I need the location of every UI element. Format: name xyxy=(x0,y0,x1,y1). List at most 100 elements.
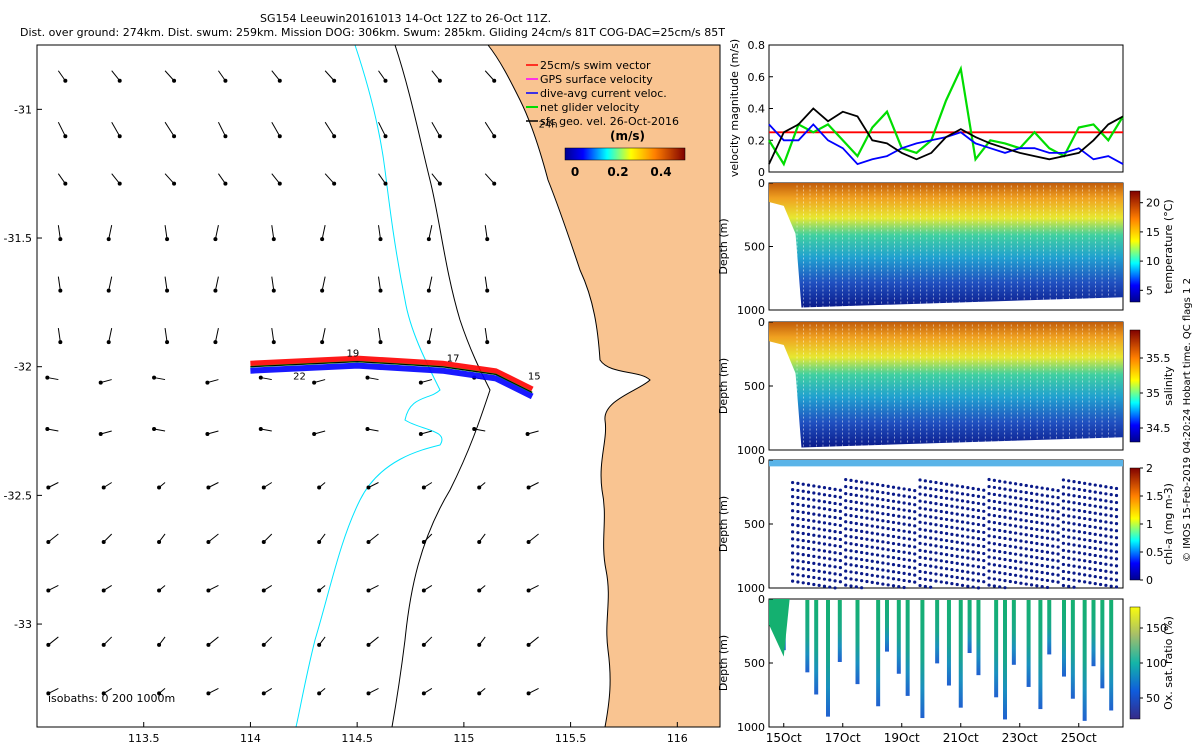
geo-vector-head xyxy=(492,181,497,186)
chl-point xyxy=(966,486,970,490)
chl-point xyxy=(833,530,837,534)
chl-point xyxy=(1008,523,1012,527)
chl-point xyxy=(886,541,890,545)
map-axes: 113.5 114 114.5 115 115.5 116 -31 -31.5 -32 -32.5… xyxy=(4,103,688,745)
chl-point xyxy=(1072,480,1076,484)
chl-point xyxy=(838,544,842,549)
geo-vector xyxy=(57,276,61,291)
chl-point xyxy=(812,484,816,488)
oxygen-cast xyxy=(1038,600,1043,710)
chl-point xyxy=(966,521,970,525)
vel-ytick-label: 0.8 xyxy=(748,39,766,52)
chl-point xyxy=(1104,506,1108,510)
oxygen-cast xyxy=(958,600,963,708)
chl-point xyxy=(1072,543,1076,547)
chl-point xyxy=(992,528,996,532)
chl-point xyxy=(791,523,795,527)
chl-point xyxy=(1114,515,1119,519)
chl-point xyxy=(1114,486,1119,491)
chl-point xyxy=(982,516,986,520)
chl-point xyxy=(971,571,975,575)
chl-point xyxy=(1014,566,1018,570)
chl-point xyxy=(1114,550,1119,554)
geo-vector-head xyxy=(117,181,122,186)
chl-point xyxy=(860,501,864,505)
chl-point xyxy=(1098,526,1103,530)
chl-point xyxy=(897,507,901,511)
chl-point xyxy=(998,528,1002,533)
oxygen-cast xyxy=(967,600,972,654)
chl-point xyxy=(1003,586,1007,590)
chl-point xyxy=(1014,545,1018,549)
chl-point xyxy=(844,506,848,510)
map-xtick-label: 116 xyxy=(667,732,688,745)
chl-point xyxy=(1104,499,1108,503)
chl-point xyxy=(913,559,917,563)
chl-point xyxy=(950,525,954,529)
geo-vector-head xyxy=(117,134,122,139)
chl-point xyxy=(1109,528,1113,532)
geo-vector xyxy=(484,121,495,137)
chl-point xyxy=(939,538,943,542)
oxygen-cast xyxy=(1082,600,1087,721)
track-label: 17 xyxy=(447,354,460,365)
geo-vector-head xyxy=(383,78,388,83)
chl-point xyxy=(982,509,986,513)
chl-point xyxy=(860,515,864,519)
chl-point xyxy=(844,513,848,517)
geo-vector xyxy=(378,276,381,291)
chl-point xyxy=(1114,578,1119,582)
chl-point xyxy=(1093,574,1097,579)
chl-point xyxy=(1003,536,1007,541)
map-xtick-label: 114 xyxy=(240,732,261,745)
oxygen-cast xyxy=(1100,600,1105,689)
chl-point xyxy=(1014,552,1018,556)
chl-point xyxy=(897,542,901,546)
chl-point xyxy=(812,505,816,509)
chl-point xyxy=(982,551,986,556)
chl-point xyxy=(907,488,912,492)
chl-point xyxy=(966,500,970,504)
chl-point xyxy=(1019,567,1023,571)
chl-point xyxy=(1014,496,1018,500)
geo-vector-head xyxy=(165,340,170,345)
section-ytick-label: 1000 xyxy=(737,444,765,457)
colorbar-tick-label: 5 xyxy=(1146,284,1153,297)
chl-point xyxy=(1083,509,1087,514)
chl-point xyxy=(1093,483,1097,487)
chl-point xyxy=(929,536,933,540)
chl-point xyxy=(886,505,890,510)
chl-point xyxy=(801,553,805,557)
chl-point xyxy=(1093,532,1097,536)
chl-point xyxy=(1088,524,1092,529)
track-label: 15 xyxy=(528,372,541,383)
chl-point xyxy=(870,559,874,563)
geo-vector-head xyxy=(477,691,482,696)
geo-vector-head xyxy=(317,485,322,490)
chl-point xyxy=(886,484,890,488)
chl-point xyxy=(1088,552,1092,557)
chl-point xyxy=(966,514,970,518)
map-xtick-label: 115 xyxy=(453,732,474,745)
geo-vector xyxy=(218,70,226,82)
geo-vector-head xyxy=(383,181,388,186)
geo-vector-head xyxy=(365,375,370,380)
vel-ytick-label: 0 xyxy=(758,166,765,179)
chl-point xyxy=(1083,580,1087,584)
chl-point xyxy=(934,558,938,562)
chl-point xyxy=(960,513,965,517)
chl-point xyxy=(881,512,885,516)
chl-point xyxy=(1029,484,1034,488)
chl-point xyxy=(1024,554,1028,558)
chl-point xyxy=(1014,482,1018,486)
colorbar-tick-label: 1.5 xyxy=(1146,490,1164,503)
chl-point xyxy=(934,537,938,541)
chl-point xyxy=(870,580,874,584)
chl-point xyxy=(934,502,938,506)
chl-point xyxy=(918,555,922,560)
chl-point xyxy=(923,542,927,546)
map-xtick-label: 113.5 xyxy=(128,732,160,745)
chl-point xyxy=(1056,580,1060,584)
chl-point xyxy=(902,522,906,526)
geo-vector-head xyxy=(277,181,282,186)
